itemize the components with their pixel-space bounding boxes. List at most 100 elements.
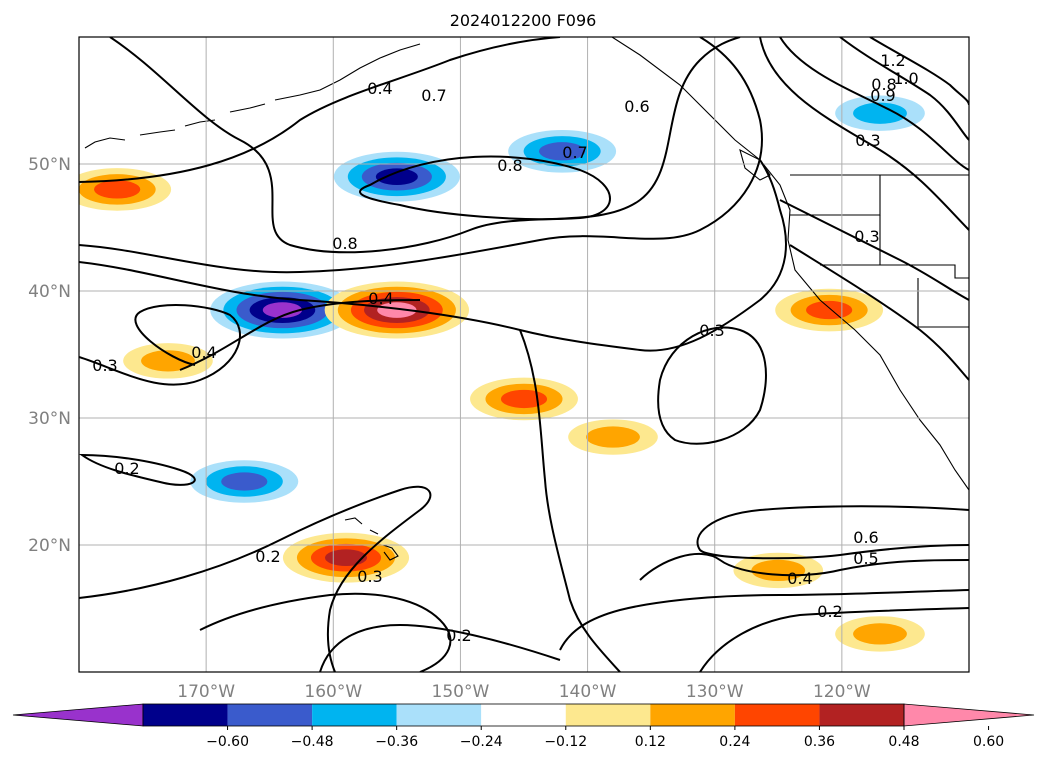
contour-line bbox=[179, 299, 421, 371]
filled-region bbox=[775, 288, 884, 332]
x-axis-ticks: 170°W 160°W 150°W 140°W 130°W 120°W bbox=[177, 682, 871, 702]
contour-line bbox=[696, 505, 969, 560]
colorbar-swatch bbox=[481, 704, 566, 726]
contour-label: 0.8 bbox=[332, 234, 357, 253]
contour-line bbox=[79, 453, 196, 486]
contour-label: 0.8 bbox=[871, 75, 896, 94]
contour-line bbox=[559, 589, 969, 651]
contour-line bbox=[779, 37, 969, 171]
colorbar-swatch bbox=[734, 704, 820, 726]
state-border-5 bbox=[917, 278, 969, 328]
graticule bbox=[79, 37, 969, 672]
chart-title: 2024012200 F096 bbox=[450, 11, 597, 30]
filled-region-band bbox=[262, 302, 303, 318]
contour-label: 0.9 bbox=[870, 86, 895, 105]
contour-line bbox=[199, 592, 452, 672]
colorbar-tick-label: −0.24 bbox=[460, 734, 503, 750]
contour-label-layer: 1.21.00.80.40.60.70.80.70.30.90.8 0.30.40… bbox=[92, 51, 918, 645]
contour-label: 0.3 bbox=[699, 321, 724, 340]
coastline-hawaii bbox=[344, 517, 399, 561]
state-border-3 bbox=[820, 264, 969, 279]
contour-label: 0.8 bbox=[497, 156, 522, 175]
colorbar-swatch bbox=[650, 704, 735, 726]
coastlines bbox=[84, 37, 969, 561]
contour-label: 0.3 bbox=[855, 131, 880, 150]
filled-region bbox=[568, 419, 658, 455]
contour-label: 0.2 bbox=[817, 602, 842, 621]
y-tick-label: 40°N bbox=[28, 282, 71, 302]
filled-region-band bbox=[94, 180, 141, 199]
contour-line bbox=[79, 37, 561, 183]
contour-line bbox=[79, 159, 787, 352]
x-tick-label: 160°W bbox=[304, 682, 362, 702]
filled-region-band bbox=[221, 472, 268, 491]
x-tick-label: 150°W bbox=[432, 682, 490, 702]
contour-label: 0.7 bbox=[562, 143, 587, 162]
contour-line bbox=[109, 37, 741, 254]
contour-label: 0.2 bbox=[446, 626, 471, 645]
x-tick-label: 130°W bbox=[686, 682, 744, 702]
filled-region bbox=[190, 460, 299, 503]
filled-region bbox=[210, 281, 355, 339]
contour-label: 0.4 bbox=[191, 343, 216, 362]
filled-region-band bbox=[853, 623, 907, 645]
x-tick-label: 170°W bbox=[177, 682, 235, 702]
contour-label: 0.2 bbox=[255, 547, 280, 566]
contour-label: 0.5 bbox=[853, 549, 878, 568]
contour-label: 0.6 bbox=[624, 97, 649, 116]
x-tick-label: 140°W bbox=[559, 682, 617, 702]
filled-region bbox=[835, 616, 925, 652]
filled-region bbox=[333, 151, 460, 202]
x-tick-label: 120°W bbox=[813, 682, 871, 702]
filled-anomaly-regions bbox=[79, 95, 925, 652]
colorbar-tick-label: 0.12 bbox=[635, 734, 666, 750]
contour-line bbox=[79, 37, 763, 274]
y-tick-label: 20°N bbox=[28, 536, 71, 556]
contour-lines bbox=[79, 37, 969, 672]
contour-line bbox=[789, 244, 969, 381]
filled-region-band bbox=[586, 426, 640, 448]
contour-line bbox=[699, 607, 969, 672]
filled-region-band bbox=[539, 142, 586, 161]
contour-line bbox=[359, 155, 611, 221]
y-tick-label: 30°N bbox=[28, 409, 71, 429]
contour-line bbox=[759, 37, 969, 231]
colorbar-extend-high bbox=[903, 703, 1035, 727]
colorbar-extend-low bbox=[12, 703, 144, 727]
contour-line bbox=[79, 303, 241, 386]
filled-region-band bbox=[375, 168, 418, 185]
contour-label: 0.3 bbox=[357, 567, 382, 586]
coastline-aleutians bbox=[84, 43, 421, 149]
filled-region-band bbox=[500, 389, 548, 409]
colorbar-tick-label: 0.48 bbox=[888, 734, 919, 750]
y-axis-ticks: 20°N 30°N 40°N 50°N bbox=[28, 155, 71, 556]
filled-region bbox=[508, 130, 617, 173]
contour-label: 0.4 bbox=[367, 79, 392, 98]
filled-region-band bbox=[853, 102, 907, 124]
colorbar-swatch bbox=[312, 704, 397, 726]
colorbar-tick-label: −0.12 bbox=[544, 734, 587, 750]
filled-region bbox=[282, 532, 410, 583]
contour-line bbox=[779, 199, 969, 301]
map-frame bbox=[78, 36, 970, 673]
filled-region bbox=[123, 343, 213, 379]
y-tick-label: 50°N bbox=[28, 155, 71, 175]
contour-label: 0.3 bbox=[854, 227, 879, 246]
colorbar-tick-label: 0.60 bbox=[973, 734, 1004, 750]
filled-region bbox=[835, 95, 925, 131]
coastline-north-america bbox=[611, 37, 969, 491]
contour-label: 1.2 bbox=[880, 51, 905, 70]
colorbar-tick-label: 0.24 bbox=[719, 734, 750, 750]
contour-line bbox=[79, 485, 432, 672]
contour-label: 0.7 bbox=[421, 86, 446, 105]
colorbar-swatch bbox=[396, 704, 482, 726]
colorbar-swatch bbox=[819, 704, 904, 726]
contour-line bbox=[657, 326, 767, 445]
contour-label: 0.2 bbox=[114, 459, 139, 478]
contour-label: 1.0 bbox=[893, 69, 918, 88]
contour-label: 0.6 bbox=[853, 528, 878, 547]
colorbar bbox=[12, 703, 1035, 727]
contour-line bbox=[839, 37, 969, 141]
colorbar-tick-label: −0.60 bbox=[206, 734, 249, 750]
